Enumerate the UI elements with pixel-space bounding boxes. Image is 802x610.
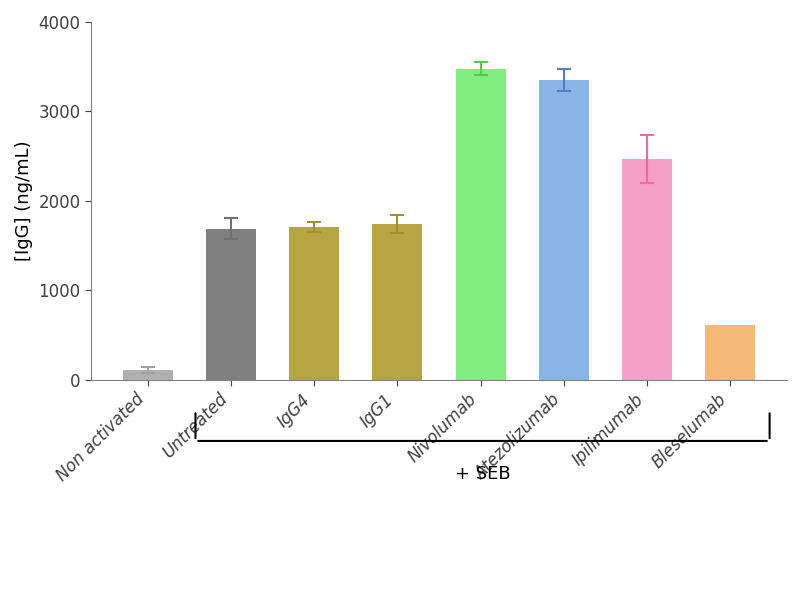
Bar [539, 80, 589, 380]
Bar [622, 159, 672, 380]
Bar [456, 68, 505, 380]
Bar [123, 370, 172, 380]
Bar [706, 325, 755, 380]
Text: + SEB: + SEB [455, 465, 510, 483]
Bar [206, 229, 256, 380]
Y-axis label: [IgG] (ng/mL): [IgG] (ng/mL) [15, 141, 33, 261]
Bar [290, 227, 339, 380]
Bar [372, 224, 423, 380]
